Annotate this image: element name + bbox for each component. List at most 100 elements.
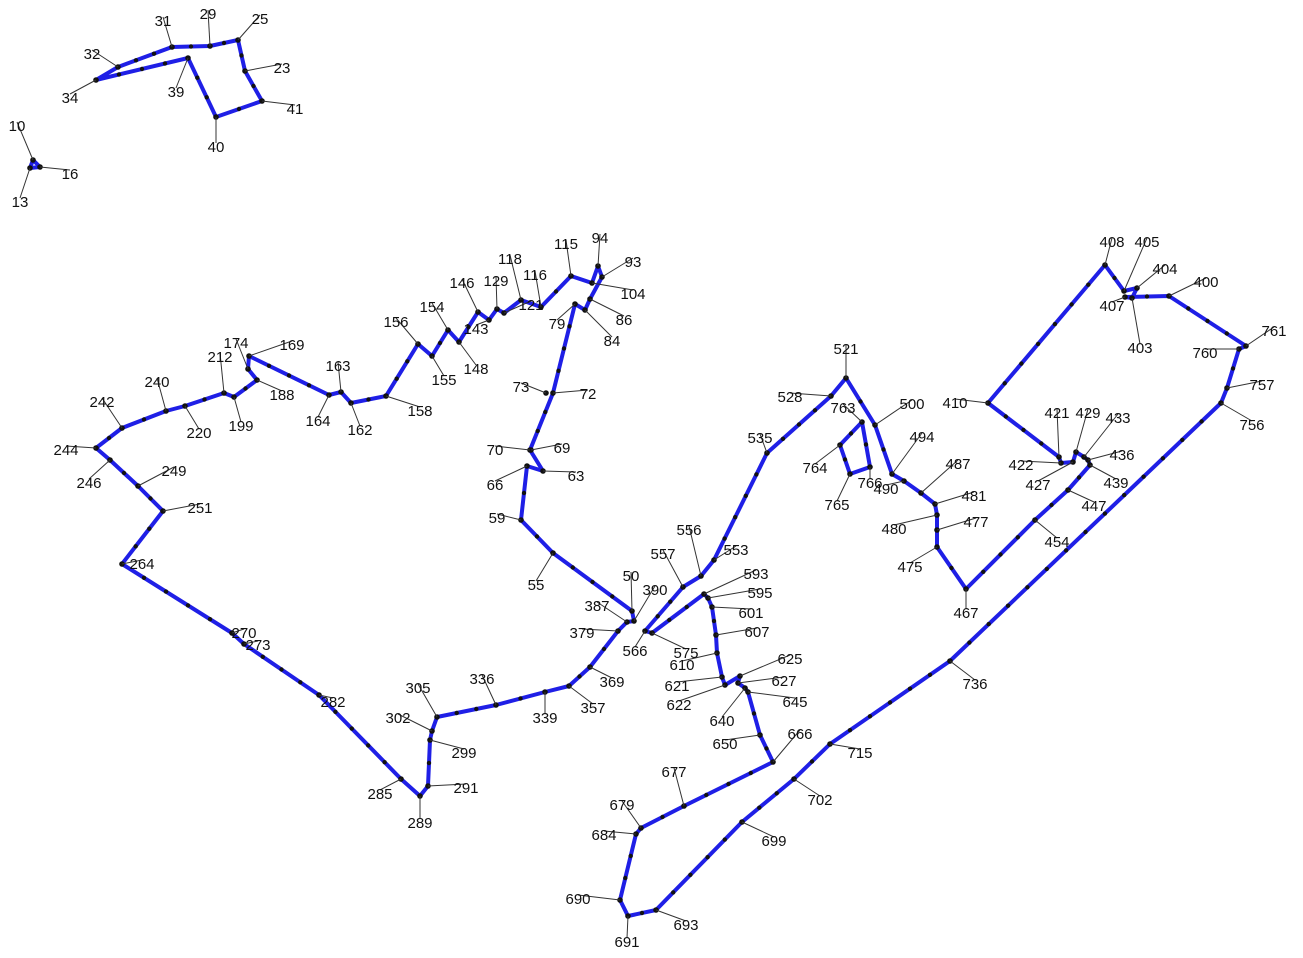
boundary-vertex — [780, 436, 786, 441]
vertex-label-169: 169 — [279, 337, 304, 354]
boundary-vertex — [147, 526, 152, 531]
leader-436 — [1087, 450, 1123, 461]
vertex-label-490: 490 — [873, 481, 898, 498]
boundary-vertex — [141, 575, 147, 580]
leader-32 — [91, 49, 119, 68]
leader-118 — [509, 254, 522, 301]
leader-115 — [565, 239, 572, 277]
vertex-label-40: 40 — [208, 139, 225, 156]
boundary-vertex — [1002, 381, 1007, 386]
vertex-label-148: 148 — [463, 361, 488, 378]
leader-121 — [503, 300, 532, 314]
vertex-label-270: 270 — [231, 625, 256, 642]
boundary-vertex — [998, 552, 1003, 557]
leader-679 — [621, 800, 642, 829]
vertex-label-273: 273 — [245, 637, 270, 654]
leader-595 — [707, 588, 761, 599]
leader-475 — [909, 546, 938, 564]
vertex-label-25: 25 — [252, 11, 269, 28]
vertex-label-339: 339 — [532, 710, 557, 727]
vertex-label-427: 427 — [1025, 477, 1050, 494]
boundary-vertex — [628, 853, 633, 859]
vertex-label-467: 467 — [953, 605, 978, 622]
leader-63 — [542, 470, 577, 473]
boundary-vertex — [1205, 318, 1210, 324]
vertex-label-121: 121 — [518, 297, 543, 314]
vertex-label-29: 29 — [200, 6, 217, 23]
vertex-label-757: 757 — [1249, 377, 1274, 394]
vertex-label-285: 285 — [367, 786, 392, 803]
vertex-label-199: 199 — [228, 418, 253, 435]
vertex-label-34: 34 — [62, 90, 79, 107]
vertex-label-535: 535 — [747, 430, 772, 447]
vertex-label-104: 104 — [620, 286, 645, 303]
boundary-vertex — [106, 435, 112, 441]
leader-405 — [1123, 237, 1148, 292]
vertex-label-155: 155 — [431, 372, 456, 389]
vertex-label-174: 174 — [223, 335, 248, 352]
boundary-vertex — [1112, 275, 1117, 281]
leader-684 — [603, 830, 637, 835]
parcel-boundaries — [28, 38, 1248, 918]
leader-84 — [584, 309, 613, 338]
leader-736 — [949, 660, 976, 681]
vertex-label-407: 407 — [1099, 298, 1124, 315]
boundary-vertex — [133, 58, 139, 63]
vertex-label-761: 761 — [1261, 323, 1286, 340]
boundary-vertex — [711, 618, 717, 624]
boundary-vertex — [556, 368, 561, 373]
vertex-label-607: 607 — [744, 624, 769, 641]
boundary-vertex — [1230, 366, 1236, 371]
boundary-vertex — [148, 496, 153, 501]
leader-390 — [633, 585, 656, 622]
leader-164 — [317, 394, 330, 418]
leader-162 — [350, 402, 361, 427]
leader-645 — [747, 691, 796, 699]
vertex-label-79: 79 — [549, 316, 566, 333]
vertex-label-566: 566 — [622, 643, 647, 660]
boundary-vertex — [1069, 302, 1074, 307]
vertex-label-765: 765 — [824, 497, 849, 514]
vertex-label-387: 387 — [584, 598, 609, 615]
leader-39 — [175, 57, 189, 89]
leader-621 — [676, 676, 723, 683]
vertex-label-289: 289 — [407, 815, 432, 832]
vertex-label-454: 454 — [1044, 534, 1069, 551]
boundary-vertex — [1199, 419, 1204, 424]
boundary-vertex — [1076, 475, 1082, 480]
vertex-label-302: 302 — [385, 710, 410, 727]
leader-188 — [256, 379, 283, 392]
boundary-vertex — [688, 872, 693, 877]
leader-764 — [814, 444, 841, 465]
boundary-vertex — [188, 44, 194, 49]
boundary-vertex — [286, 373, 292, 378]
boundary-vertex — [207, 617, 213, 622]
leader-69 — [530, 443, 563, 451]
boundary-vertex — [405, 359, 410, 364]
vertex-label-13: 13 — [12, 194, 29, 211]
leader-407 — [1111, 296, 1126, 303]
leader-410 — [954, 398, 989, 404]
boundary-vertex — [1102, 511, 1108, 516]
vertex-label-677: 677 — [661, 764, 686, 781]
parcel-vertices — [27, 37, 1249, 919]
vertex-label-575: 575 — [673, 645, 698, 662]
boundary-vertex — [1052, 321, 1058, 327]
vertex-label-480: 480 — [881, 521, 906, 538]
leader-305 — [417, 683, 438, 718]
boundary-vertex — [949, 565, 954, 571]
boundary-vertex — [927, 672, 933, 677]
boundary-vertex — [1003, 414, 1008, 419]
leader-379 — [581, 628, 619, 632]
leader-155 — [431, 355, 445, 377]
leader-433 — [1083, 413, 1119, 458]
leader-273 — [243, 640, 259, 645]
boundary-vertex — [382, 760, 387, 765]
vertex-label-625: 625 — [777, 651, 802, 668]
leader-429 — [1075, 408, 1089, 453]
boundary-vertex — [567, 324, 572, 329]
leader-477 — [936, 517, 977, 531]
vertex-label-41: 41 — [287, 101, 304, 118]
leader-41 — [261, 100, 296, 106]
leader-73 — [520, 382, 547, 394]
